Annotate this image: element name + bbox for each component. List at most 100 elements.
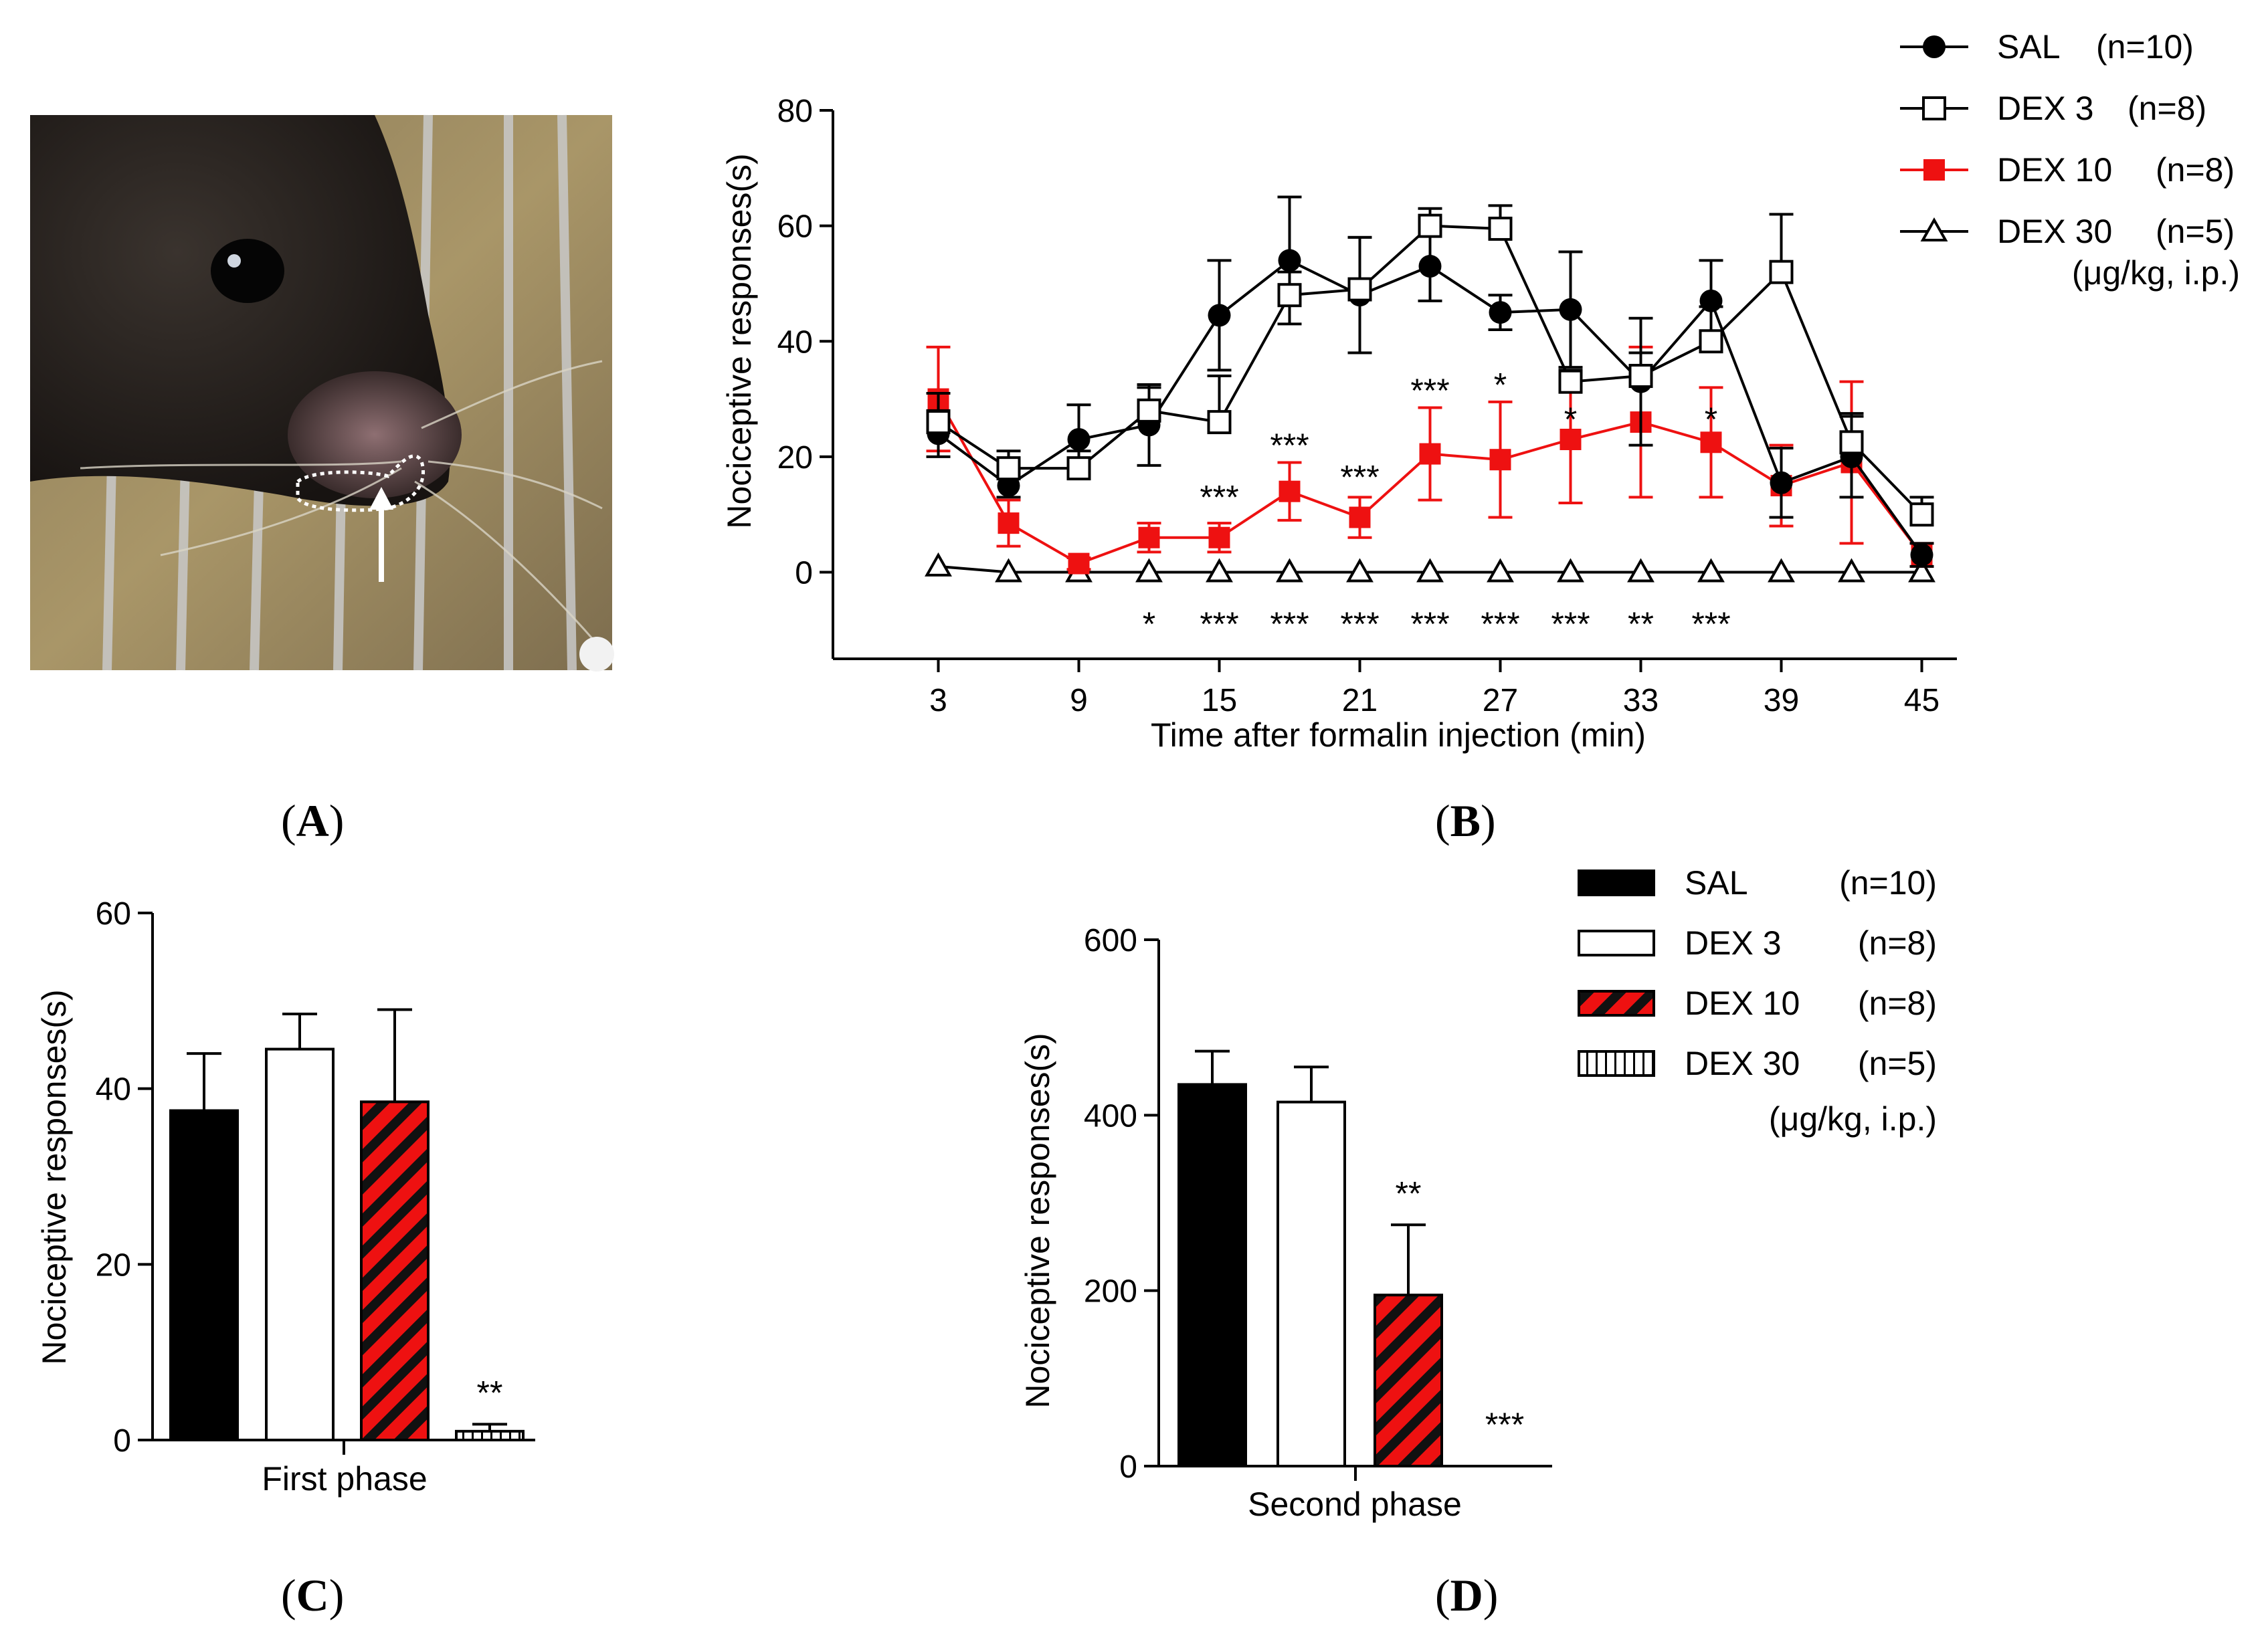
significance-marker: ***	[1481, 605, 1519, 643]
x-tick-label: 39	[1764, 683, 1799, 718]
data-point-dex3	[1699, 329, 1723, 354]
legend-label: DEX 3	[1685, 924, 1782, 962]
data-point-dex30	[1627, 558, 1655, 583]
mouse-photo	[30, 114, 614, 672]
legend-note: (μg/kg, i.p.)	[2072, 254, 2240, 292]
panel-label-b: (B)	[1435, 795, 1496, 846]
data-point-dex30	[1135, 558, 1163, 583]
legend-label: SAL	[1685, 864, 1748, 902]
data-point-dex3	[1277, 283, 1302, 308]
data-point-sal	[1559, 298, 1582, 321]
chart-b-ylabel: Nociceptive responses(s)	[721, 153, 758, 528]
legend-n: (n=10)	[1839, 864, 1937, 902]
y-tick-label: 40	[777, 324, 813, 360]
bar	[1374, 1294, 1443, 1467]
data-point-dex10	[1419, 443, 1441, 465]
data-point-dex10	[1279, 480, 1301, 502]
chart-d-xlabel: Second phase	[1248, 1486, 1462, 1523]
data-point-dex3	[1137, 398, 1161, 423]
data-point-dex3	[1347, 277, 1372, 302]
legend-label-dex30: DEX 30	[1997, 213, 2112, 250]
data-point-dex30	[1768, 558, 1795, 583]
data-point-dex3	[1628, 364, 1653, 389]
panel-label-c: (C)	[281, 1570, 344, 1621]
bar-group-dex30: **	[455, 1374, 525, 1442]
bar-group-dex30: ***	[1485, 1406, 1524, 1443]
bar	[360, 1100, 430, 1442]
data-point-dex30	[1557, 558, 1584, 583]
bar	[455, 1429, 525, 1442]
x-tick-label: 21	[1342, 683, 1378, 718]
legend-label-dex3: DEX 3	[1997, 90, 2094, 127]
data-point-dex10	[1068, 552, 1090, 575]
data-point-dex3	[1207, 410, 1232, 435]
data-point-sal	[1067, 428, 1091, 451]
data-point-dex30	[995, 558, 1022, 583]
legend-n-dex10: (n=8)	[2156, 151, 2235, 189]
significance-marker: ***	[1691, 605, 1730, 643]
legend-swatch	[1578, 990, 1655, 1017]
data-point-dex3	[926, 410, 951, 435]
data-point-dex30	[925, 552, 952, 577]
chart-b-series	[925, 195, 1935, 583]
legend-n: (n=8)	[1858, 924, 1937, 962]
data-point-dex30	[1697, 558, 1725, 583]
bar-group-dex3	[265, 1013, 335, 1441]
data-point-dex3	[1488, 216, 1513, 241]
significance-marker: ***	[1340, 605, 1379, 643]
legend-label: DEX 10	[1685, 985, 1800, 1022]
significance-marker: *	[1143, 605, 1155, 643]
bar	[169, 1109, 239, 1441]
bar-group-dex3	[1277, 1065, 1346, 1467]
significance-marker: ***	[1485, 1406, 1524, 1443]
x-tick-label: 15	[1202, 683, 1237, 718]
significance-marker: *	[1564, 401, 1577, 438]
chart-d-bars: *****	[1177, 1049, 1524, 1468]
data-point-dex10	[1138, 526, 1160, 548]
chart-b-legend: SAL (n=10)DEX 3 (n=8) DEX 10 (n=8) DEX 30 (n=5…	[1900, 28, 2240, 292]
legend-note: (μg/kg, i.p.)	[1769, 1100, 1937, 1138]
data-point-dex3	[1909, 502, 1934, 527]
legend-label: DEX 30	[1685, 1045, 1800, 1082]
data-point-sal	[1278, 249, 1301, 272]
significance-marker: ***	[1410, 605, 1449, 643]
bar	[265, 1047, 335, 1441]
chart-c-ylabel: Nociceptive responses(s)	[35, 989, 73, 1364]
data-point-dex30	[1838, 558, 1865, 583]
y-tick-label: 20	[777, 440, 813, 476]
y-tick-label: 80	[777, 94, 813, 129]
data-point-dex3	[1769, 260, 1794, 284]
significance-marker: ***	[1270, 427, 1309, 464]
legend-marker-dex30	[1920, 217, 1948, 241]
bar-group-sal	[1177, 1049, 1247, 1468]
data-point-dex10	[1489, 449, 1511, 471]
y-tick-label: 0	[113, 1423, 131, 1459]
chart-d-legend: SAL (n=10) DEX 3 (n=8) DEX 10 (n=8) DEX 30 (n=5…	[1578, 864, 1937, 1138]
bar-group-dex10	[360, 1008, 430, 1442]
y-tick-label: 600	[1084, 923, 1137, 958]
significance-marker: *	[1494, 366, 1507, 403]
significance-marker: ***	[1410, 372, 1449, 409]
legend-swatch	[1578, 869, 1655, 896]
data-point-dex10	[1349, 506, 1371, 528]
data-point-dex3	[1558, 369, 1583, 394]
x-tick-label: 9	[1070, 683, 1088, 718]
x-tick-label: 27	[1483, 683, 1518, 718]
legend-marker-sal	[1923, 35, 1946, 58]
significance-marker: **	[1396, 1174, 1422, 1212]
y-tick-label: 20	[96, 1247, 131, 1283]
data-point-dex10	[1700, 431, 1722, 453]
y-tick-label: 0	[795, 556, 813, 591]
legend-n: (n=8)	[1858, 985, 1937, 1022]
legend-marker-dex3	[1922, 96, 1946, 120]
data-point-sal	[1770, 471, 1793, 494]
data-point-sal	[1910, 543, 1933, 567]
legend-n-sal: (n=10)	[2096, 28, 2194, 66]
chart-c-xlabel: First phase	[262, 1460, 427, 1498]
legend-n: (n=5)	[1858, 1045, 1937, 1082]
panel-label-d: (D)	[1435, 1570, 1498, 1621]
bar	[1277, 1100, 1346, 1467]
legend-n-dex3: (n=8)	[2128, 90, 2206, 127]
significance-marker: **	[477, 1374, 503, 1411]
